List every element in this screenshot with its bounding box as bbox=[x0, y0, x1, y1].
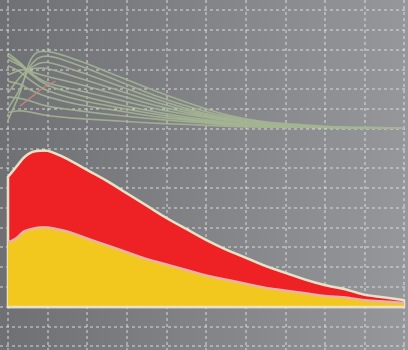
upper-series-line-10 bbox=[7, 109, 405, 129]
area-divider-line bbox=[7, 226, 405, 305]
upper-line-chart bbox=[7, 50, 405, 129]
lower-area-chart bbox=[6, 149, 406, 309]
upper-accent-line bbox=[19, 80, 56, 107]
yellow-area-series bbox=[8, 227, 404, 307]
